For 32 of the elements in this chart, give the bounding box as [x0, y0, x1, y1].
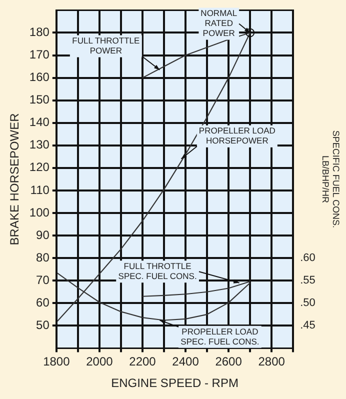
x-tick-label: 2800	[258, 354, 286, 369]
x-tick-label: 2200	[129, 354, 156, 369]
y2-tick-label: .55	[300, 274, 316, 287]
y-axis-title: BRAKE HORSEPOWER	[8, 112, 22, 246]
annotation: FULL THROTTLE SPEC. FUEL CONS.	[118, 260, 197, 281]
y-tick-label: 100	[29, 205, 50, 220]
y2-tick-label: .50	[300, 297, 316, 310]
y-tick-label: 130	[29, 138, 50, 152]
y-tick-label: 60	[36, 295, 50, 310]
y2-axis-title: SPECIFIC FUEL CONS. LB/BHP/HR	[320, 130, 342, 228]
y-tick-label: 170	[29, 48, 50, 62]
x-tick-label: 2000	[86, 354, 114, 369]
annotation: PROPELLER LOAD HORSEPOWER	[198, 126, 276, 146]
x-tick-label: 2400	[172, 354, 200, 369]
x-tick-label: 1800	[43, 354, 70, 369]
y-tick-label: 110	[30, 182, 50, 197]
y-tick-label: 70	[36, 272, 50, 287]
y-tick-label: 160	[29, 70, 50, 84]
y-tick-label: 50	[36, 318, 50, 332]
y2-tick-label: .60	[300, 252, 316, 264]
annotation: NORMAL RATED POWER	[200, 8, 238, 38]
y-tick-label: 150	[29, 92, 50, 107]
x-axis-title: ENGINE SPEED - RPM	[111, 376, 238, 390]
y2-tick-label: .45	[300, 320, 316, 332]
y-tick-label: 140	[29, 115, 50, 130]
annotation: PROPELLER LOAD SPEC. FUEL CONS.	[180, 326, 260, 346]
y-tick-label: 120	[29, 160, 50, 174]
y-tick-label: 90	[36, 228, 50, 242]
y-tick-label: 80	[36, 250, 50, 264]
annotation: FULL THROTTLE POWER	[72, 36, 140, 56]
x-tick-label: 2600	[215, 354, 242, 369]
y-tick-label: 180	[29, 25, 50, 40]
